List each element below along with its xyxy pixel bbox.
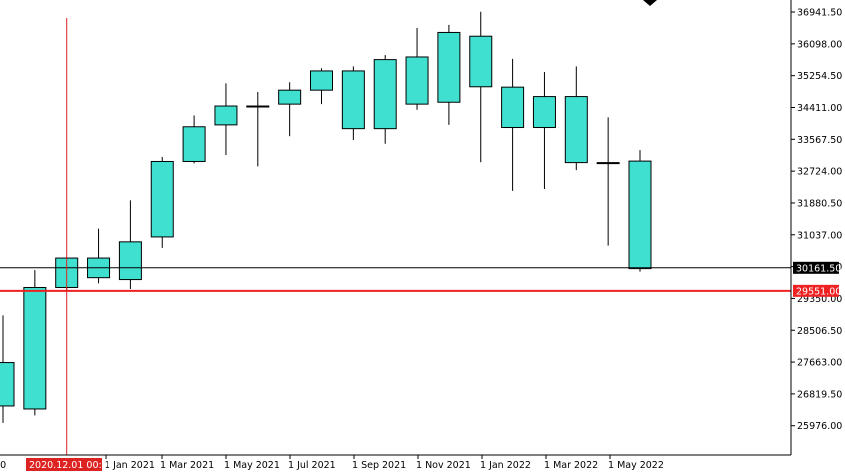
candle-body <box>246 105 270 108</box>
crosshair-date-tag <box>26 458 102 471</box>
y-tick-label: 36941.50 <box>797 8 842 19</box>
candle[interactable] <box>23 270 47 416</box>
y-tick-label: 35254.50 <box>797 71 842 82</box>
candle[interactable] <box>118 200 142 289</box>
candle[interactable] <box>278 82 302 137</box>
candle[interactable] <box>182 115 206 164</box>
candle[interactable] <box>405 27 429 110</box>
candle[interactable] <box>564 66 588 171</box>
y-tick-label: 27663.00 <box>797 358 842 369</box>
y-tick-label: 31037.00 <box>797 230 842 241</box>
candle-body <box>341 70 365 130</box>
candle[interactable] <box>214 83 238 156</box>
candle[interactable] <box>628 150 652 272</box>
crosshair-date-tag-text: 2020.12.01 00:00 <box>29 460 114 471</box>
candle[interactable] <box>532 72 556 190</box>
candle[interactable] <box>596 117 620 246</box>
lines-layer <box>0 18 791 455</box>
candle-body <box>596 162 620 165</box>
candle[interactable] <box>0 315 15 423</box>
marker-price-tag <box>793 284 839 297</box>
candle-body <box>564 96 588 164</box>
y-tick-label: 34411.00 <box>797 103 842 114</box>
y-tick-label: 25976.00 <box>797 421 842 432</box>
y-tick-label: 28506.50 <box>797 326 842 337</box>
candle-body <box>118 241 142 281</box>
candles-layer <box>0 11 652 423</box>
x-tick-label: 1 Mar 2022 <box>544 460 598 471</box>
candle[interactable] <box>87 228 111 284</box>
candle[interactable] <box>150 156 174 248</box>
candle-body <box>182 126 206 162</box>
x-tick-label: 2020 <box>0 460 6 471</box>
x-tick-label: 1 Sep 2021 <box>352 460 406 471</box>
marker-price-tag-text: 29551.00 <box>796 286 841 297</box>
candle[interactable] <box>341 66 365 140</box>
x-tick-label: 1 May 2022 <box>608 460 664 471</box>
candle-body <box>278 89 302 105</box>
candle-body <box>437 31 461 103</box>
candle-body <box>23 286 47 410</box>
candle-body <box>310 70 333 91</box>
candle-body <box>628 160 652 270</box>
x-tick-label: 1 Jan 2021 <box>104 460 155 471</box>
price-tags: 30161.50 29551.00 2020.12.01 00:00 <box>26 261 841 471</box>
x-tick-label: 1 May 2021 <box>224 460 280 471</box>
candle-body <box>373 59 397 130</box>
y-tick-label: 36098.00 <box>797 39 842 50</box>
candle[interactable] <box>373 55 397 144</box>
current-price-tag-text: 30161.50 <box>796 263 841 274</box>
y-tick-label: 33567.50 <box>797 135 842 146</box>
candle-body <box>0 362 15 407</box>
y-tick-label: 26819.50 <box>797 389 842 400</box>
y-tick-label: 31880.50 <box>797 198 842 209</box>
candle-body <box>469 35 493 88</box>
x-tick-label: 1 Nov 2021 <box>416 460 471 471</box>
y-tick-label: 32724.00 <box>797 167 842 178</box>
candle-body <box>214 105 238 126</box>
candle-body <box>405 56 429 105</box>
candle[interactable] <box>246 92 270 167</box>
y-axis-labels: 36941.50 36098.00 35254.50 34411.00 33567.50… <box>791 8 842 432</box>
x-tick-label: 1 Mar 2021 <box>160 460 214 471</box>
candle-body <box>532 96 556 129</box>
current-price-tag <box>793 261 839 274</box>
x-tick-label: 1 Jul 2021 <box>288 460 336 471</box>
candle-body <box>150 160 174 238</box>
x-axis-labels: 2020 1 Jan 2021 1 Mar 2021 1 May 2021 1 Jul … <box>0 455 664 471</box>
candle-body <box>501 86 525 129</box>
candle[interactable] <box>437 24 461 125</box>
y-tick-label: 29350.00 <box>797 294 842 305</box>
candle[interactable] <box>469 11 493 163</box>
candle[interactable] <box>310 68 333 105</box>
x-tick-label: 1 Jan 2022 <box>480 460 531 471</box>
scroll-marker-icon[interactable] <box>643 0 657 6</box>
candle[interactable] <box>501 58 525 191</box>
